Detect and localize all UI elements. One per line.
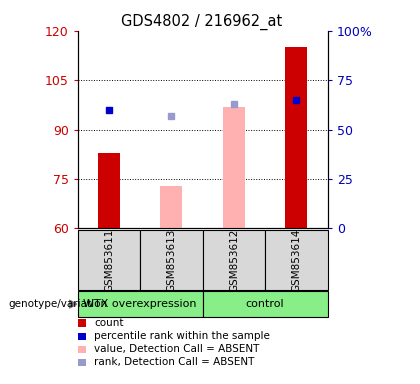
Text: control: control xyxy=(246,299,284,309)
Bar xyxy=(140,230,203,290)
Text: value, Detection Call = ABSENT: value, Detection Call = ABSENT xyxy=(94,344,260,354)
Bar xyxy=(286,47,307,228)
Bar xyxy=(223,106,245,228)
Text: percentile rank within the sample: percentile rank within the sample xyxy=(94,331,270,341)
Text: GDS4802 / 216962_at: GDS4802 / 216962_at xyxy=(121,13,282,30)
Text: count: count xyxy=(94,318,124,328)
Bar xyxy=(98,153,120,228)
Bar xyxy=(78,291,203,317)
Bar xyxy=(203,291,328,317)
Text: GSM853611: GSM853611 xyxy=(104,228,114,292)
Text: rank, Detection Call = ABSENT: rank, Detection Call = ABSENT xyxy=(94,358,255,367)
Text: GSM853612: GSM853612 xyxy=(229,228,239,292)
Bar xyxy=(160,185,182,228)
Text: genotype/variation: genotype/variation xyxy=(8,299,108,309)
Polygon shape xyxy=(69,300,77,308)
Bar xyxy=(203,230,265,290)
Text: GSM853613: GSM853613 xyxy=(166,228,176,292)
Bar xyxy=(265,230,328,290)
Text: GSM853614: GSM853614 xyxy=(291,228,302,292)
Text: WTX overexpression: WTX overexpression xyxy=(84,299,197,309)
Bar xyxy=(78,230,140,290)
